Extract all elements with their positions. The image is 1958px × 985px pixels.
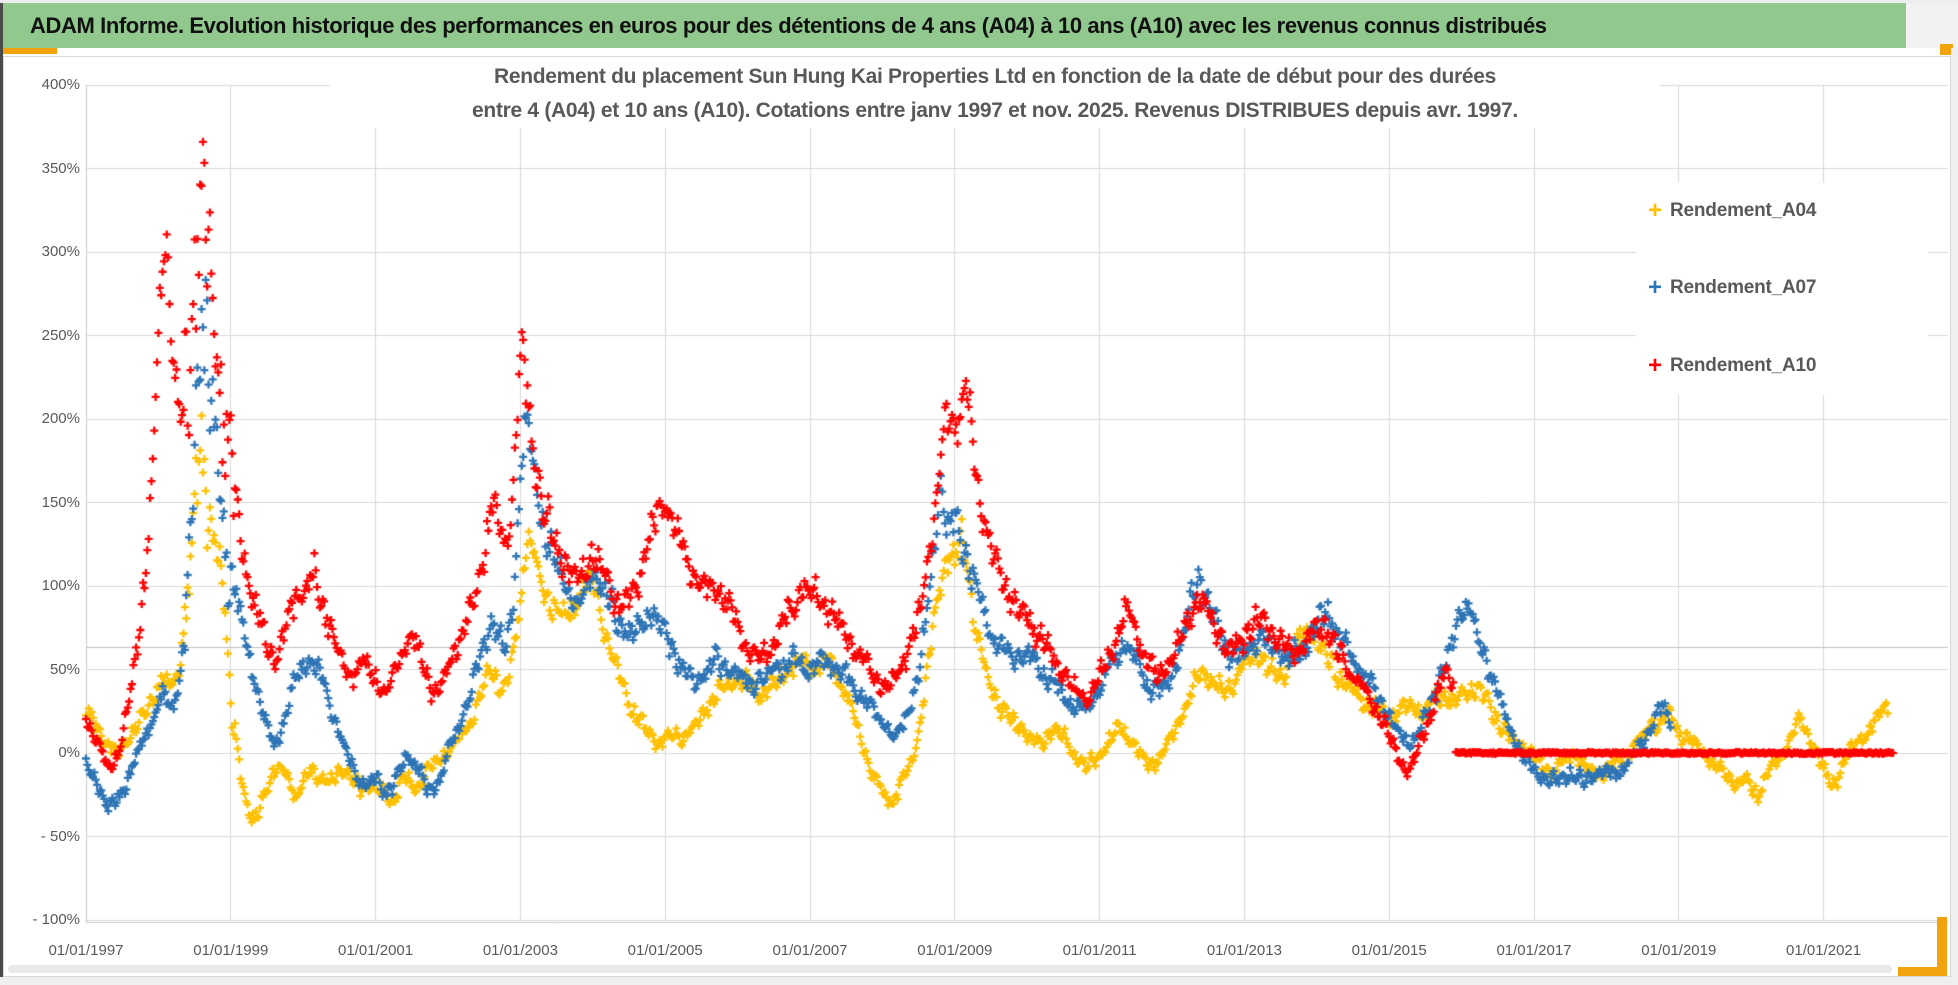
- y-tick-label: 0%: [58, 744, 80, 761]
- sheet-header-bar: ADAM Informe. Evolution historique des p…: [3, 3, 1906, 48]
- chart-title: Rendement du placement Sun Hung Kai Prop…: [330, 60, 1660, 128]
- legend-item-a07[interactable]: + Rendement_A07: [1648, 273, 1816, 303]
- chart-legend: + Rendement_A04 + Rendement_A07 + Rendem…: [1636, 183, 1928, 395]
- x-tick-label: 01/01/2019: [1641, 942, 1717, 959]
- window-bottom-border: [0, 977, 1958, 985]
- y-tick-label: 200%: [41, 410, 80, 427]
- x-tick-label: 01/01/2005: [627, 942, 703, 959]
- legend-item-a10[interactable]: + Rendement_A10: [1648, 351, 1816, 381]
- x-tick-label: 01/01/2009: [917, 942, 993, 959]
- y-tick-label: 50%: [49, 660, 80, 678]
- window-left-border: [0, 0, 3, 985]
- y-tick-label: - 100%: [32, 911, 80, 928]
- x-tick-label: 01/01/2007: [772, 942, 848, 959]
- page-title: ADAM Informe. Evolution historique des p…: [30, 12, 1547, 38]
- legend-label: Rendement_A07: [1670, 277, 1817, 298]
- y-tick-label: 150%: [41, 493, 80, 511]
- y-tick-label: 400%: [41, 76, 80, 93]
- x-tick-label: 01/01/2017: [1496, 942, 1572, 959]
- selection-handle-bottom: [1898, 967, 1947, 976]
- plus-marker-icon: +: [1648, 352, 1663, 379]
- x-tick-label: 01/01/2021: [1786, 942, 1862, 959]
- legend-label: Rendement_A04: [1670, 200, 1817, 221]
- legend-label: Rendement_A10: [1670, 355, 1817, 376]
- orange-tab-accent: [3, 48, 57, 54]
- selection-handle-right: [1937, 917, 1947, 976]
- plus-marker-icon: +: [1648, 197, 1663, 224]
- x-tick-label: 01/01/2001: [338, 942, 414, 959]
- chart-title-line-2: entre 4 (A04) et 10 ans (A10). Cotations…: [472, 99, 1518, 122]
- y-tick-label: - 50%: [40, 827, 80, 845]
- y-tick-label: 100%: [41, 577, 80, 594]
- window-top-border: [0, 0, 1958, 3]
- header-right-gap: [1906, 3, 1958, 48]
- x-tick-label: 01/01/2015: [1351, 942, 1427, 959]
- window-right-border: [1951, 48, 1958, 985]
- x-tick-label: 01/01/2011: [1062, 942, 1137, 959]
- legend-item-a04[interactable]: + Rendement_A04: [1648, 196, 1816, 226]
- plus-marker-icon: +: [1648, 274, 1663, 301]
- selection-handle-top-right: [1940, 44, 1953, 55]
- y-tick-label: 300%: [41, 243, 80, 260]
- x-tick-label: 01/01/1999: [193, 942, 269, 959]
- scatter-plot-area[interactable]: [3, 56, 1951, 977]
- chart-title-line-1: Rendement du placement Sun Hung Kai Prop…: [493, 65, 1497, 88]
- x-tick-label: 01/01/1997: [48, 942, 124, 959]
- horizontal-scrollbar[interactable]: [8, 965, 1892, 973]
- x-tick-label: 01/01/2013: [1206, 942, 1282, 959]
- y-tick-label: 250%: [41, 326, 80, 344]
- x-tick-label: 01/01/2003: [482, 942, 558, 959]
- y-tick-label: 350%: [41, 159, 80, 177]
